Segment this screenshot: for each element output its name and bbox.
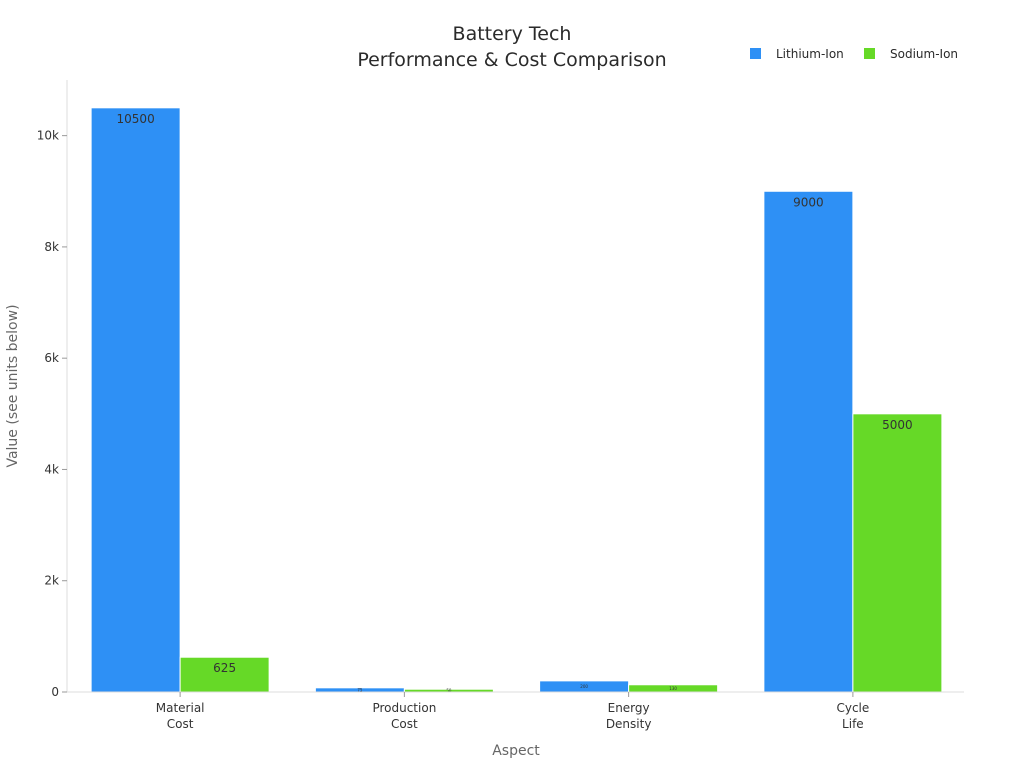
chart-title-line-1: Battery Tech	[453, 23, 572, 45]
y-axis-title: Value (see units below)	[5, 304, 21, 467]
y-axis-ticks: 0 2k 4k 6k 8k 10k	[37, 129, 67, 699]
y-tick-label: 4k	[44, 462, 59, 476]
x-tick-label: Material Cost	[156, 701, 205, 731]
data-label: 5000	[882, 418, 913, 432]
data-labels: 10500 625 75 50 200 130 9000 5000	[117, 112, 913, 693]
bar-lithium-ion-3	[763, 190, 854, 693]
x-tick-label: Cycle Life	[836, 701, 869, 731]
x-tick-label: Production Cost	[372, 701, 436, 731]
data-label: 10500	[117, 112, 155, 126]
x-tick-label: Energy Density	[606, 701, 652, 731]
chart-title-line-2: Performance & Cost Comparison	[357, 49, 666, 71]
y-tick-label: 2k	[44, 574, 59, 588]
data-label: 130	[669, 686, 677, 691]
legend-label: Lithium-Ion	[776, 47, 844, 61]
legend-swatch	[864, 48, 875, 59]
y-tick-label: 10k	[37, 129, 59, 143]
data-label: 50	[446, 688, 452, 693]
bar-lithium-ion-0	[90, 107, 181, 693]
y-tick-label: 8k	[44, 240, 59, 254]
x-axis-title: Aspect	[492, 743, 540, 759]
y-tick-label: 0	[51, 685, 59, 699]
bar-sodium-ion-0	[179, 656, 270, 693]
data-label: 625	[213, 661, 236, 675]
data-label: 75	[357, 687, 363, 692]
y-tick-label: 6k	[44, 351, 59, 365]
bars	[90, 107, 943, 693]
chart-title: Battery Tech Performance & Cost Comparis…	[357, 23, 666, 71]
data-label: 9000	[793, 195, 824, 209]
data-label: 200	[580, 684, 588, 689]
x-axis-ticks: Material Cost Production Cost Energy Density C…	[156, 692, 869, 731]
legend-swatch	[750, 48, 761, 59]
legend: Lithium-Ion Sodium-Ion	[750, 47, 958, 61]
legend-label: Sodium-Ion	[890, 47, 958, 61]
bar-sodium-ion-3	[852, 413, 943, 693]
